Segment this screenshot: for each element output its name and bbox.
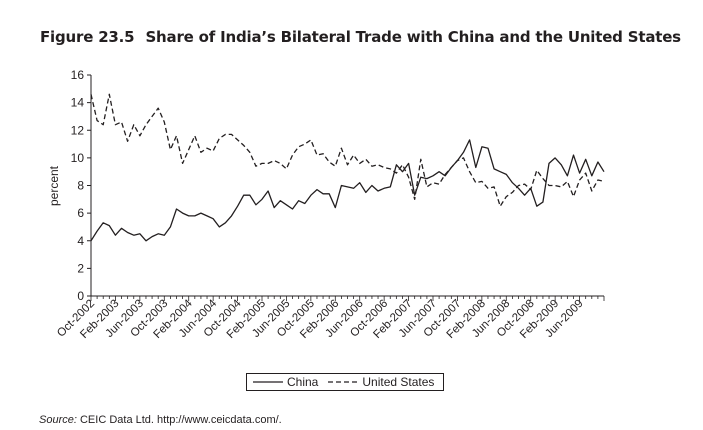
y-tick-label: 12 (71, 123, 85, 137)
x-axis: Oct-2002Feb-2003Jun-2003Oct-2003Feb-2004… (55, 295, 605, 341)
y-tick-label: 14 (71, 96, 85, 110)
y-tick-label: 0 (77, 289, 84, 303)
y-tick-label: 16 (71, 68, 85, 82)
legend-label-china: China (287, 375, 319, 389)
series-line-china (90, 139, 605, 242)
source-text: CEIC Data Ltd. http://www.ceicdata.com/. (79, 414, 282, 426)
series-lines (90, 93, 605, 242)
y-tick-label: 4 (77, 234, 84, 248)
y-axis: 0 2 4 6 8 10 12 14 16 (71, 68, 92, 303)
legend-label-united-states: United States (362, 375, 435, 389)
legend-item-china: China (253, 375, 318, 389)
y-tick-label: 6 (77, 206, 84, 220)
figure-title: Figure 23.5 Share of India’s Bilateral T… (40, 28, 681, 46)
y-tick-label: 2 (77, 261, 84, 275)
y-tick-label: 10 (71, 151, 85, 165)
source-note: Source: CEIC Data Ltd. http://www.ceicda… (39, 414, 282, 426)
dashed-line-swatch (328, 381, 359, 383)
solid-line-swatch (253, 381, 283, 383)
y-tick-label: 8 (77, 179, 84, 193)
legend-item-united-states: United States (328, 375, 434, 389)
chart-legend: China United States (246, 373, 444, 391)
y-axis-label: percent (47, 165, 61, 206)
figure-number: Figure 23.5 (40, 28, 135, 46)
source-label: Source: (39, 414, 77, 426)
figure-title-text: Share of India’s Bilateral Trade with Ch… (145, 28, 681, 46)
series-line-united-states (90, 93, 605, 207)
